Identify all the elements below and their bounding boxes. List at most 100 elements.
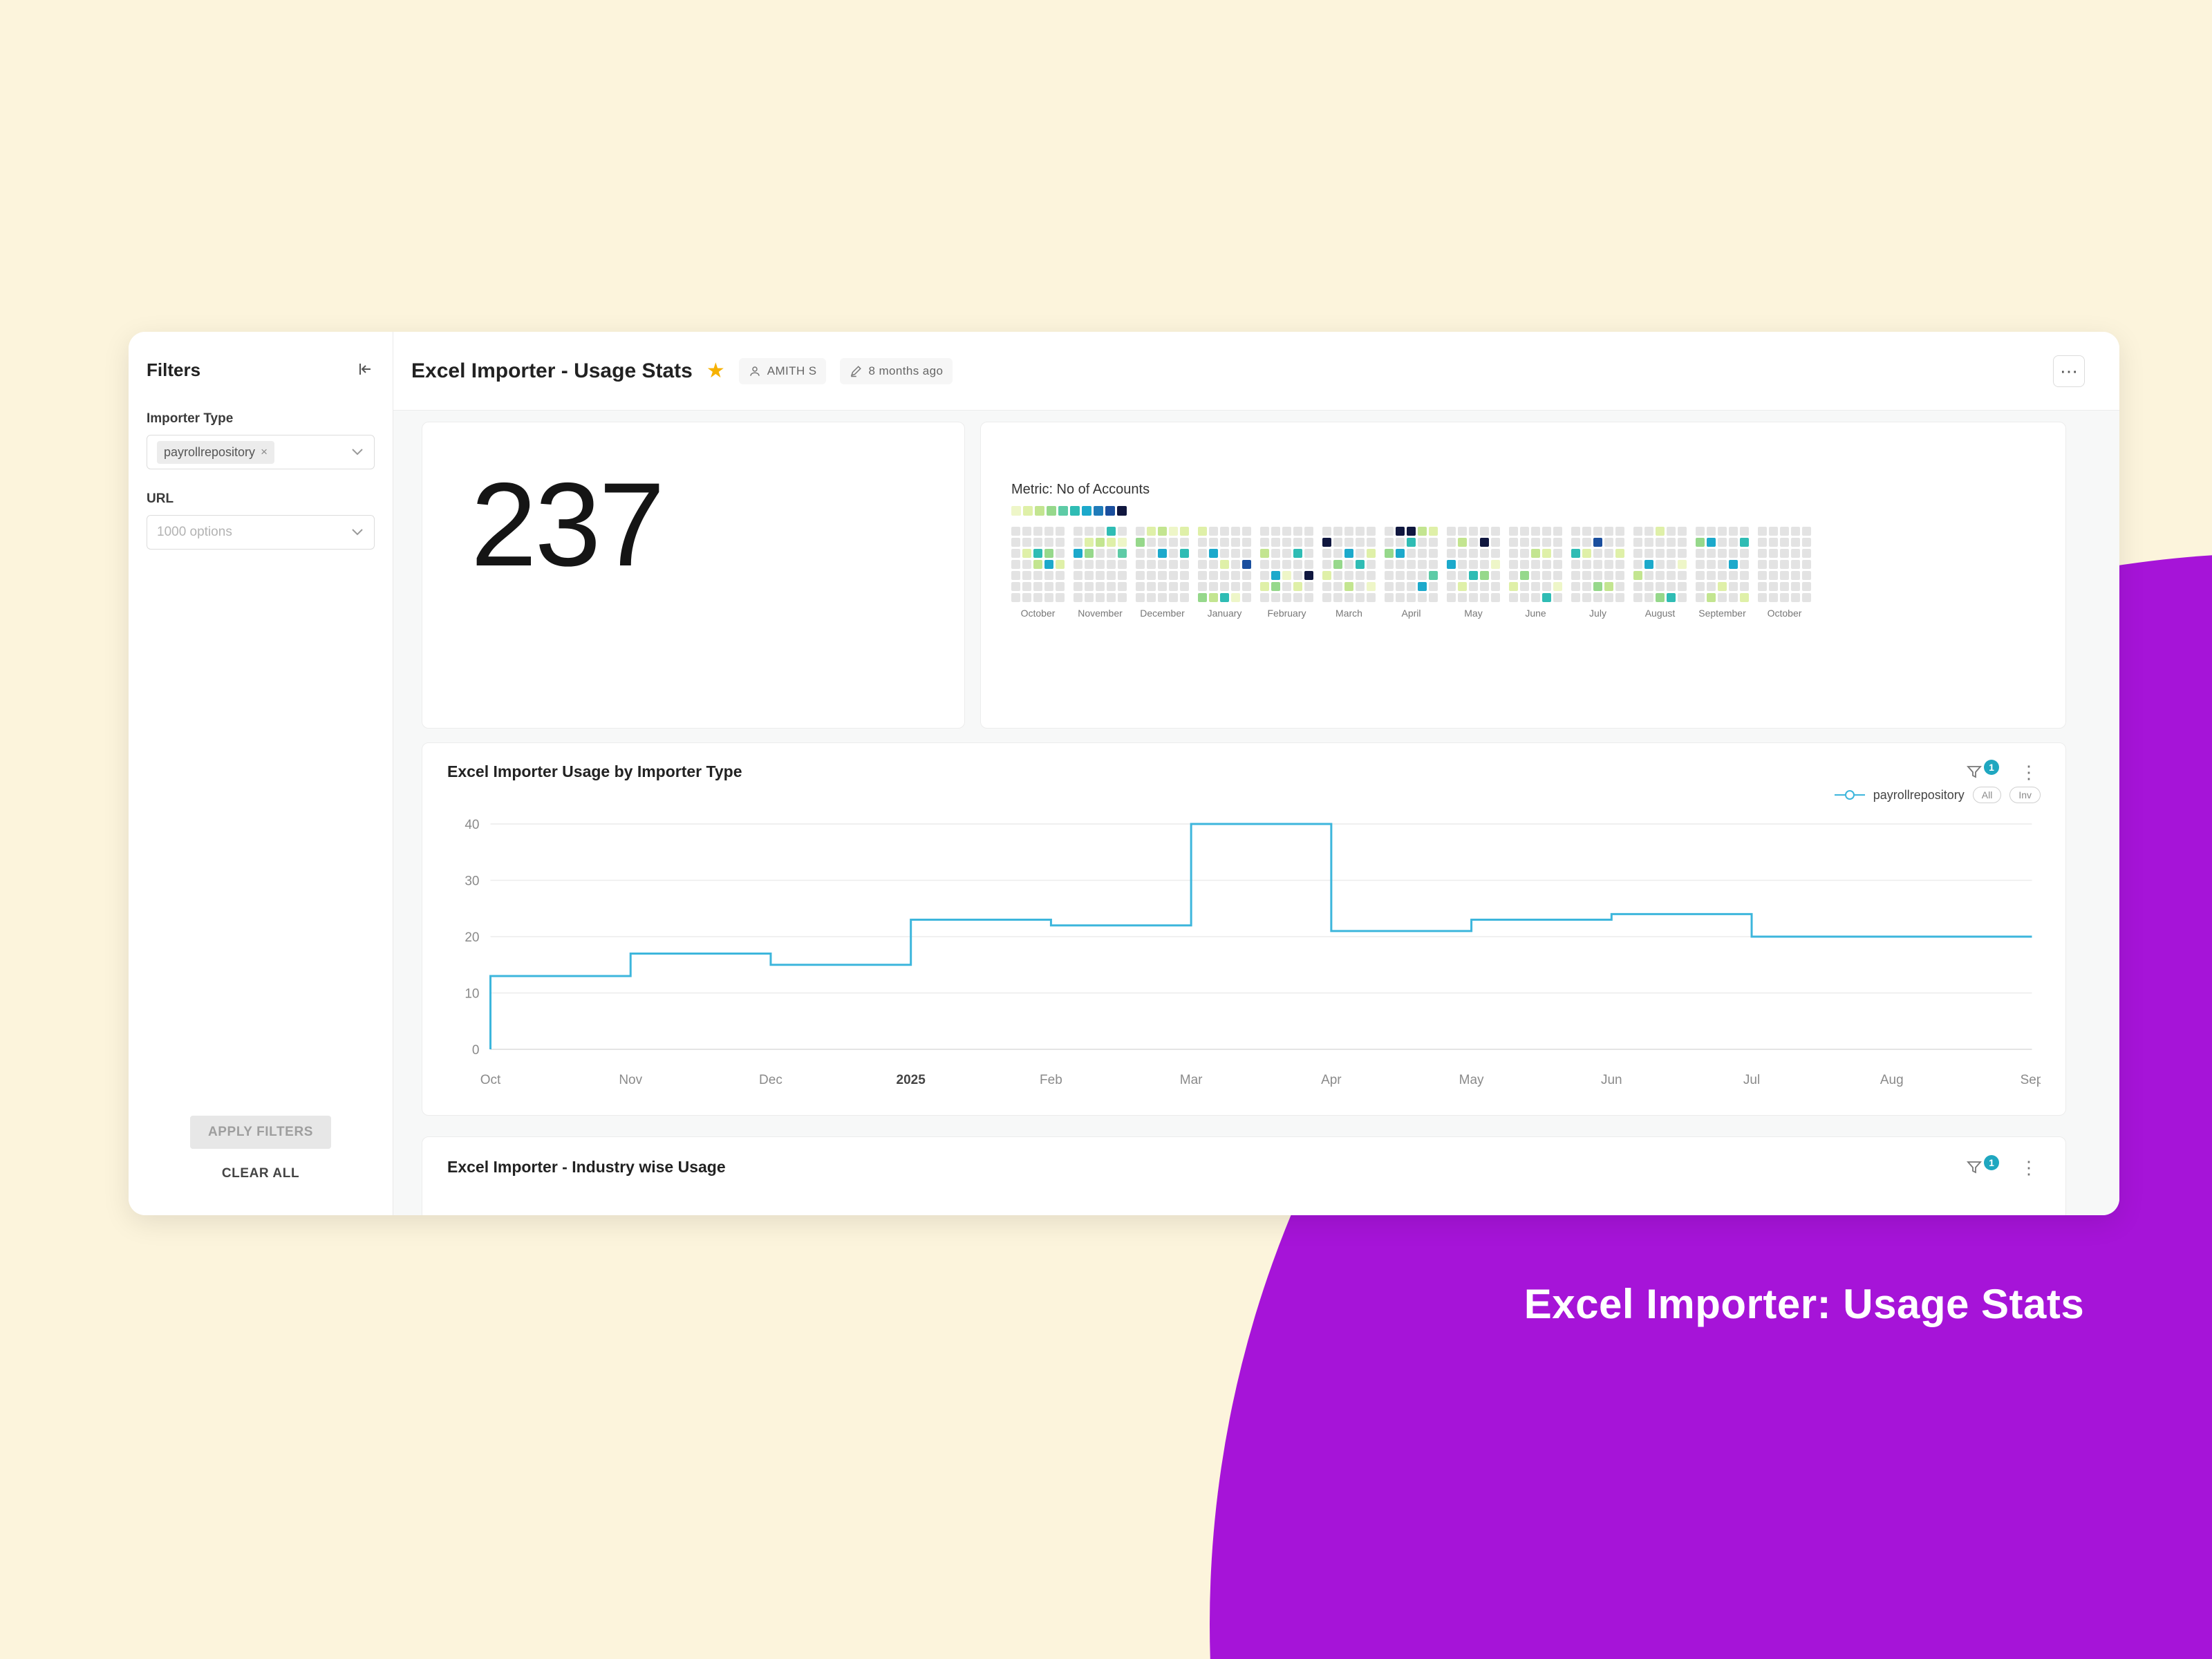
heatmap-cell [1407, 549, 1416, 558]
apply-filters-button[interactable]: APPLY FILTERS [189, 1116, 332, 1149]
legend-swatch [1023, 506, 1033, 516]
heatmap-cell [1656, 593, 1665, 602]
chart-kebab-menu-button[interactable]: ⋮ [2017, 763, 2041, 781]
heatmap-month-label: February [1267, 608, 1306, 619]
chevron-down-icon [352, 449, 363, 456]
heatmap-cell [1667, 582, 1676, 591]
heatmap-cell [1085, 571, 1094, 580]
importer-type-select[interactable]: payrollrepository × [147, 435, 375, 469]
heatmap-cell [1356, 571, 1365, 580]
more-menu-button[interactable]: ⋯ [2053, 355, 2085, 387]
legend-inv-button[interactable]: Inv [2009, 787, 2041, 803]
usage-step-chart: 0 10 20 30 40 Oct Nov Dec 2025 Feb Mar Apr May Jun Jul… [465, 818, 2041, 1087]
heatmap-cell [1344, 582, 1353, 591]
heatmap-month: November [1074, 527, 1127, 619]
heatmap-cell [1198, 582, 1207, 591]
chart-filter-button[interactable]: 1 [1966, 759, 1999, 780]
series-name[interactable]: payrollrepository [1873, 787, 1965, 802]
heatmap-cell [1385, 538, 1394, 547]
last-edited-chip: 8 months ago [840, 357, 953, 384]
heatmap-cell [1118, 571, 1127, 580]
svg-text:Mar: Mar [1180, 1073, 1203, 1087]
heatmap-cell [1604, 538, 1613, 547]
industry-filter-button[interactable]: 1 [1966, 1154, 1999, 1176]
heatmap-cell [1242, 582, 1251, 591]
heatmap-cell [1718, 538, 1727, 547]
heatmap-month-label: July [1589, 608, 1606, 619]
heatmap-cell [1802, 571, 1811, 580]
heatmap-cell [1169, 582, 1178, 591]
industry-kebab-menu-button[interactable]: ⋮ [2017, 1159, 2041, 1177]
heatmap-cell [1458, 538, 1467, 547]
heatmap-cell [1458, 571, 1467, 580]
heatmap-cell [1242, 593, 1251, 602]
remove-chip-icon[interactable]: × [261, 445, 268, 458]
heatmap-cell [1044, 549, 1053, 558]
heatmap-cell [1169, 527, 1178, 536]
heatmap-cell [1231, 593, 1240, 602]
heatmap-cell [1615, 549, 1624, 558]
url-placeholder: 1000 options [157, 525, 232, 539]
heatmap-month-label: May [1464, 608, 1483, 619]
heatmap-cell [1304, 549, 1313, 558]
heatmap-month: December [1136, 527, 1189, 619]
heatmap-cell [1260, 593, 1269, 602]
chevron-down-icon [352, 529, 363, 536]
svg-text:Nov: Nov [619, 1073, 642, 1087]
heatmap-cell [1633, 527, 1642, 536]
collapse-sidebar-button[interactable] [355, 359, 375, 381]
heatmap-cell [1531, 538, 1540, 547]
heatmap-cell [1418, 571, 1427, 580]
favorite-star-icon[interactable]: ★ [706, 359, 725, 382]
heatmap-cell [1220, 549, 1229, 558]
heatmap-cell [1074, 593, 1082, 602]
heatmap-cell [1344, 527, 1353, 536]
heatmap-cell [1198, 593, 1207, 602]
heatmap-cell [1582, 593, 1591, 602]
heatmap-cell [1780, 549, 1789, 558]
heatmap-cell [1791, 593, 1800, 602]
heatmap-cell [1260, 549, 1269, 558]
heatmap-cell [1491, 560, 1500, 569]
heatmap-cell [1056, 538, 1065, 547]
svg-text:Feb: Feb [1040, 1073, 1062, 1087]
url-select[interactable]: 1000 options [147, 515, 375, 550]
heatmap-cell [1158, 571, 1167, 580]
heatmap-cell [1293, 582, 1302, 591]
heatmap-cell [1553, 527, 1562, 536]
heatmap-cell [1074, 538, 1082, 547]
heatmap-cell [1509, 527, 1518, 536]
chip-label: payrollrepository [164, 444, 256, 459]
heatmap-cell [1458, 593, 1467, 602]
heatmap-month: August [1633, 527, 1687, 619]
legend-all-button[interactable]: All [1972, 787, 2002, 803]
heatmap-cell [1322, 571, 1331, 580]
heatmap-cell [1644, 560, 1653, 569]
owner-name: AMITH S [767, 364, 817, 377]
heatmap-cell [1107, 549, 1116, 558]
svg-text:20: 20 [465, 930, 479, 945]
heatmap-cell [1367, 527, 1376, 536]
heatmap-cell [1333, 549, 1342, 558]
heatmap-cell [1118, 538, 1127, 547]
heatmap-cell [1696, 549, 1705, 558]
heatmap-cell [1633, 560, 1642, 569]
heatmap-cell [1553, 593, 1562, 602]
heatmap-cell [1033, 571, 1042, 580]
heatmap-cell [1491, 527, 1500, 536]
heatmap-cell [1582, 582, 1591, 591]
heatmap-cell [1056, 582, 1065, 591]
heatmap-cell [1293, 571, 1302, 580]
heatmap-cell [1074, 571, 1082, 580]
clear-all-button[interactable]: CLEAR ALL [218, 1165, 303, 1182]
heatmap-cell [1509, 549, 1518, 558]
heatmap-cell [1633, 582, 1642, 591]
heatmap-cell [1469, 527, 1478, 536]
heatmap-cell [1056, 571, 1065, 580]
heatmap-cell [1571, 538, 1580, 547]
heatmap-cell [1447, 549, 1456, 558]
heatmap-cell [1011, 560, 1020, 569]
heatmap-cell [1769, 582, 1778, 591]
chart-card-actions: 1 ⋮ [1966, 759, 2041, 781]
heatmap-cell [1542, 571, 1551, 580]
